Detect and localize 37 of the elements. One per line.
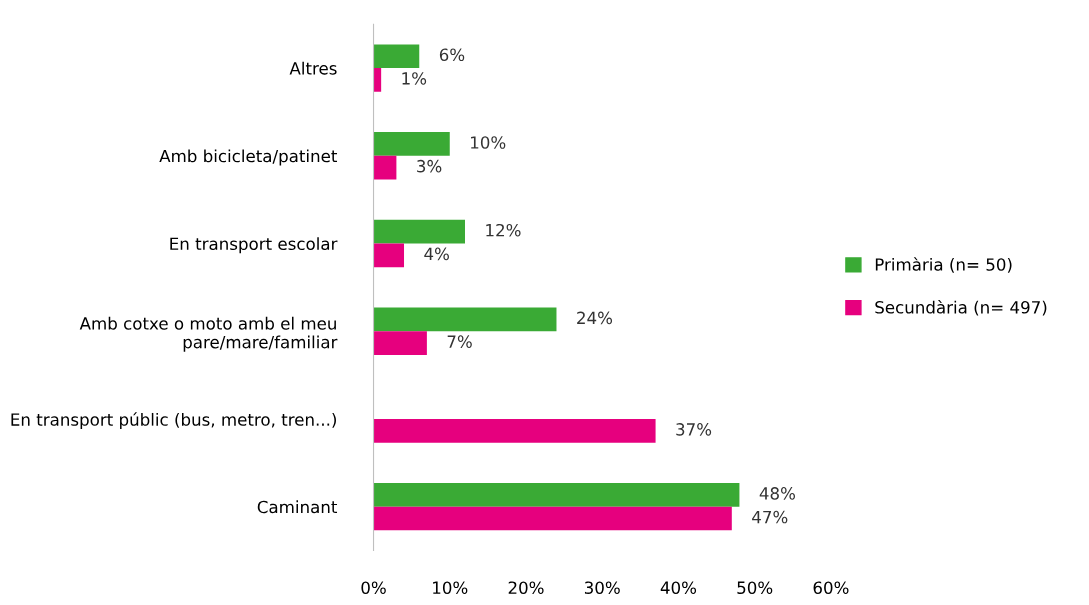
data-label: 12% bbox=[486, 223, 521, 237]
x-tick-label: 60% bbox=[813, 581, 849, 595]
bar bbox=[373, 243, 405, 268]
data-label: 47% bbox=[752, 510, 788, 524]
bar bbox=[373, 68, 382, 92]
data-label: 10% bbox=[471, 136, 506, 149]
x-tick-label: 10% bbox=[433, 581, 468, 595]
x-tick-label: 50% bbox=[737, 581, 773, 595]
legend-label: Primària (n= 50) bbox=[875, 257, 1012, 273]
data-label: 1% bbox=[402, 72, 427, 85]
bar bbox=[373, 132, 450, 156]
bar bbox=[373, 483, 740, 507]
bar bbox=[373, 418, 656, 443]
x-tick-label: 30% bbox=[584, 581, 620, 595]
data-label: 6% bbox=[439, 48, 465, 62]
bar bbox=[373, 307, 557, 332]
y-tick-label: En transport públic (bus, metro, tren...) bbox=[11, 412, 336, 430]
bar bbox=[373, 506, 732, 531]
data-label: 7% bbox=[447, 335, 472, 348]
data-label: 37% bbox=[676, 423, 712, 436]
y-tick-label: Altres bbox=[289, 61, 337, 75]
bar bbox=[373, 331, 427, 355]
data-label: 24% bbox=[577, 311, 613, 325]
y-tick-label: Caminant bbox=[257, 500, 338, 514]
legend-label: Secundària (n= 497) bbox=[875, 300, 1047, 316]
bar bbox=[373, 44, 420, 69]
data-label: 48% bbox=[759, 487, 795, 500]
data-label: 4% bbox=[424, 247, 449, 261]
bar bbox=[373, 219, 465, 244]
bar bbox=[373, 155, 397, 180]
x-tick-label: 40% bbox=[660, 581, 697, 595]
data-label: 3% bbox=[417, 159, 442, 173]
x-tick-label: 0% bbox=[361, 581, 386, 595]
y-tick-label: Amb cotxe o moto amb el meu pare/mare/familiar bbox=[79, 316, 338, 352]
x-tick-label: 20% bbox=[508, 581, 544, 595]
y-tick-label: En transport escolar bbox=[170, 237, 338, 254]
y-tick-label: Amb bicicleta/patinet bbox=[159, 149, 338, 166]
